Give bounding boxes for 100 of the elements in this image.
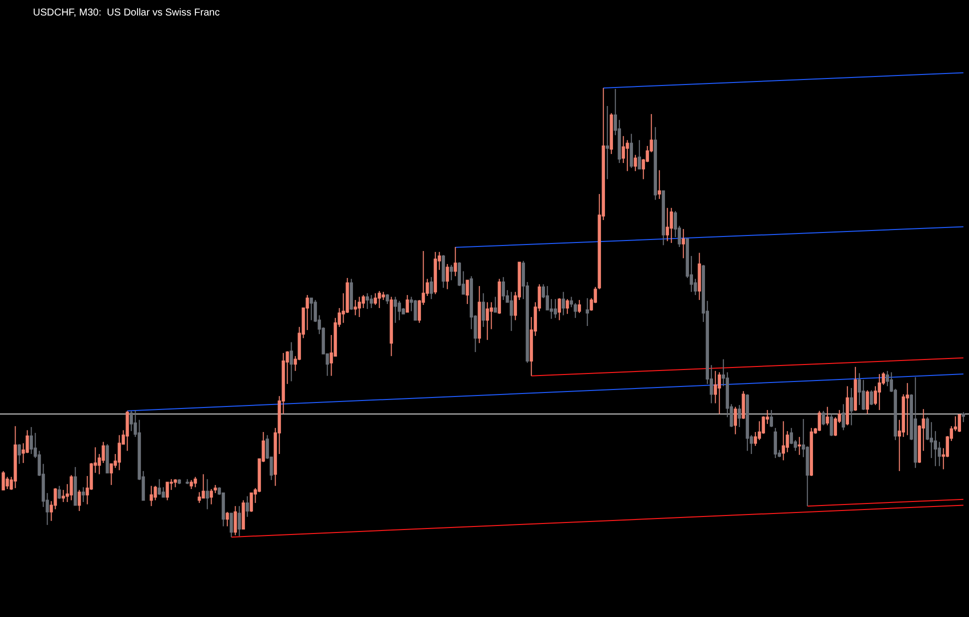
candlestick [382,291,385,300]
candlestick [374,292,377,306]
candlestick [866,390,869,415]
candlestick [958,414,961,432]
candlestick [858,372,861,406]
candlestick [62,489,65,503]
candlestick [58,485,61,500]
candlestick [366,292,369,310]
candlestick [786,430,789,453]
candlestick [774,427,777,459]
candlestick [74,466,77,506]
candlestick [490,302,493,330]
candlestick [638,140,641,170]
candlestick [250,492,253,512]
candlestick [718,372,721,415]
candlestick [826,406,829,426]
candlestick [586,298,589,327]
candlestick [26,430,29,454]
candlestick [738,404,741,428]
candlestick [694,278,697,296]
candlestick [118,434,121,471]
candlestick [102,441,105,464]
candlestick [454,246,457,277]
candlestick [698,252,701,300]
candlestick [714,370,717,404]
candlestick [554,298,557,318]
candlestick [658,170,661,200]
candlestick [166,482,169,501]
candlestick [362,294,365,309]
candlestick [70,474,73,501]
candlestick [662,190,665,246]
candlestick [30,426,33,454]
candlestick [202,474,205,498]
candlestick [566,298,569,314]
candlestick [810,427,813,476]
candlestick [310,298,313,321]
candlestick [902,394,905,438]
candlestick [210,488,213,505]
candlestick [914,376,917,468]
candlestick [466,280,469,305]
candlestick [742,390,745,420]
candlestick [306,294,309,331]
candlestick [2,470,5,490]
candlestick [14,426,17,489]
candlestick [962,412,965,423]
candlestick [754,431,757,446]
candlestick [346,277,349,314]
candlestick [394,296,397,324]
candlestick [878,374,881,410]
candlestick [482,292,485,328]
candlestick [358,296,361,318]
candlestick [926,416,929,441]
candlestick [622,136,625,164]
candlestick [110,463,113,486]
candlestick [502,276,505,300]
candlestick [682,228,685,259]
candlestick [850,387,853,426]
candlestick [158,478,161,496]
candlestick [430,276,433,300]
candlestick [390,296,393,357]
candlestick [178,478,181,485]
candlestick [214,484,217,494]
candlestick [174,478,177,488]
candlestick [478,286,481,344]
candlestick [934,430,937,467]
candlestick [350,278,353,310]
candlestick [414,299,417,321]
candlestick [82,486,85,503]
candlestick [654,126,657,200]
candlestick [354,299,357,316]
candlestick [206,478,209,510]
candlestick [634,154,637,172]
candlestick [54,488,57,510]
candlestick [406,294,409,313]
candlestick [842,404,845,431]
candlestick [558,298,561,321]
candlestick [246,496,249,518]
candlestick [190,480,193,490]
candlestick [446,264,449,290]
candlestick [782,420,785,461]
candlestick [242,500,245,530]
candlestick [370,294,373,309]
candlestick [770,409,773,428]
candlestick [18,444,21,464]
candlestick [834,416,837,437]
candlestick [670,207,673,244]
candlestick [510,291,513,332]
candlestick [494,296,497,313]
candlestick [234,506,237,536]
candlestick [610,112,613,155]
candlestick [226,511,229,527]
candlestick [798,436,801,456]
candlestick [574,302,577,318]
candlestick [806,446,809,507]
candlestick [106,444,109,474]
candlestick [498,278,501,314]
candlestick [846,386,849,426]
candlestick [562,291,565,316]
candlestick [830,414,833,437]
candlestick [442,254,445,288]
